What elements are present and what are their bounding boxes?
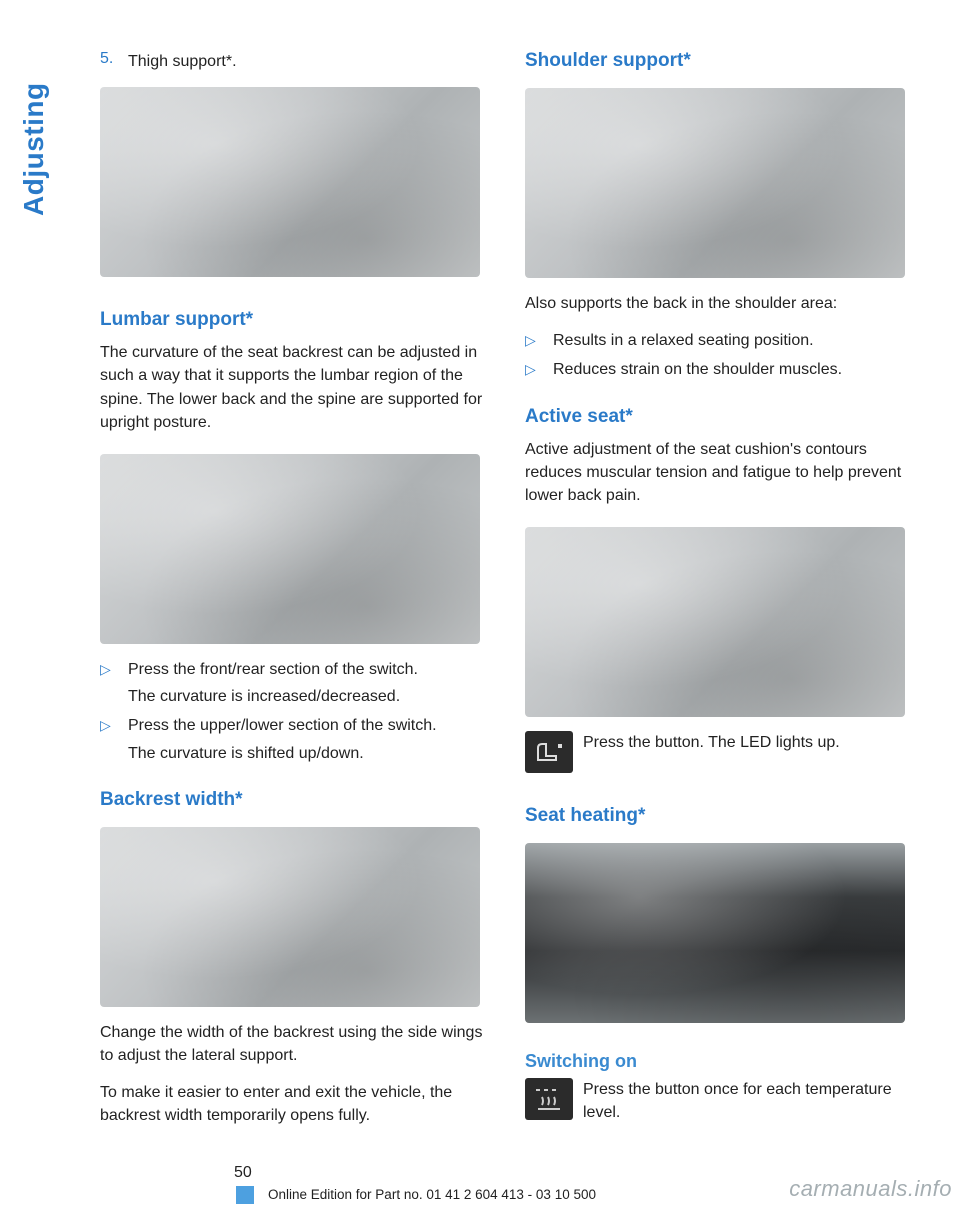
list-text: Thigh support*. [128, 50, 237, 73]
bullet-subtext: The curvature is shifted up/down. [128, 742, 485, 765]
figure-thigh-support [100, 87, 480, 277]
heading-backrest-width: Backrest width* [100, 789, 485, 811]
para-shoulder: Also supports the back in the shoulder a… [525, 292, 910, 315]
bullet: ▷ Press the upper/lower section of the s… [100, 714, 485, 764]
bullet-marker-icon: ▷ [100, 714, 128, 764]
heading-seat-heating: Seat heating* [525, 805, 910, 827]
figure-active-seat [525, 527, 905, 717]
para-active-seat: Active adjustment of the seat cushion's … [525, 438, 910, 508]
heading-shoulder: Shoulder support* [525, 50, 910, 72]
footer-accent-square [236, 1186, 254, 1204]
figure-shoulder-support [525, 88, 905, 278]
footer-edition-line: Online Edition for Part no. 01 41 2 604 … [268, 1187, 596, 1202]
para-lumbar: The curvature of the seat backrest can b… [100, 341, 485, 434]
list-item-5: 5. Thigh support*. [100, 50, 485, 73]
watermark: carmanuals.info [789, 1176, 952, 1202]
icon-text: Press the button. The LED lights up. [583, 731, 910, 754]
figure-lumbar-support [100, 454, 480, 644]
right-column: Shoulder support* Also supports the back… [525, 50, 910, 1141]
bullet-text: Press the front/rear section of the swit… [128, 658, 485, 681]
bullet-subtext: The curvature is increased/decreased. [128, 685, 485, 708]
figure-backrest-width [100, 827, 480, 1007]
left-column: 5. Thigh support*. Lumbar support* The c… [100, 50, 485, 1141]
icon-row-seat-heating: Press the button once for each temperatu… [525, 1078, 910, 1124]
bullet-marker-icon: ▷ [525, 329, 553, 352]
bullet-text: Results in a relaxed seating position. [553, 329, 910, 352]
bullet-marker-icon: ▷ [525, 358, 553, 381]
bullet-text: Press the upper/lower section of the swi… [128, 714, 485, 737]
page-number: 50 [234, 1164, 252, 1182]
bullet: ▷ Press the front/rear section of the sw… [100, 658, 485, 708]
icon-row-active-seat: Press the button. The LED lights up. [525, 731, 910, 773]
side-tab-label: Adjusting [18, 82, 50, 216]
seat-heating-button-icon [525, 1078, 573, 1120]
para-backrest-2: To make it easier to enter and exit the … [100, 1081, 485, 1127]
figure-seat-heating [525, 843, 905, 1023]
heading-active-seat: Active seat* [525, 406, 910, 428]
icon-text: Press the button once for each temperatu… [583, 1078, 910, 1124]
bullet: ▷ Reduces strain on the shoulder muscles… [525, 358, 910, 381]
para-backrest-1: Change the width of the backrest using t… [100, 1021, 485, 1067]
footer: 50 Online Edition for Part no. 01 41 2 6… [0, 1164, 960, 1204]
bullet-text: Reduces strain on the shoulder muscles. [553, 358, 910, 381]
side-tab: Adjusting [14, 36, 46, 226]
heading-lumbar: Lumbar support* [100, 309, 485, 331]
bullet-marker-icon: ▷ [100, 658, 128, 708]
active-seat-button-icon [525, 731, 573, 773]
bullet: ▷ Results in a relaxed seating position. [525, 329, 910, 352]
list-number: 5. [100, 50, 128, 73]
subheading-switching-on: Switching on [525, 1051, 910, 1072]
